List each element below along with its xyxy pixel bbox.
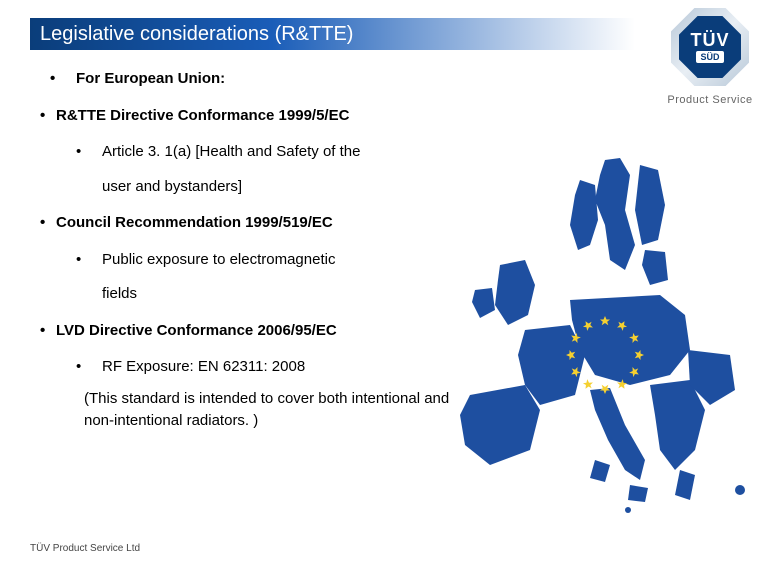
logo-service-text: Product Service	[660, 94, 760, 106]
bullet-lvd: LVD Directive Conformance 2006/95/EC	[40, 317, 460, 346]
logo-main-text: TÜV	[691, 31, 730, 49]
logo-badge: TÜV SÜD	[671, 8, 749, 86]
slide-title-bar: Legislative considerations (R&TTE)	[30, 18, 635, 50]
bullet-lvd-sub: RF Exposure: EN 62311: 2008	[40, 353, 460, 382]
tuv-sud-logo: TÜV SÜD Product Service	[660, 8, 760, 106]
footer-text: TÜV Product Service Ltd	[30, 543, 140, 554]
bullet-lvd-paren: (This standard is intended to cover both…	[40, 388, 460, 433]
bullet-rtte-sub-cont: user and bystanders]	[40, 173, 460, 202]
logo-octagon-inner: TÜV SÜD	[679, 16, 741, 78]
logo-octagon-outer: TÜV SÜD	[671, 8, 749, 86]
bullet-council-sub-cont: fields	[40, 280, 460, 309]
bullet-council-sub: Public exposure to electromagnetic	[40, 246, 460, 275]
bullet-rtte-sub: Article 3. 1(a) [Health and Safety of th…	[40, 138, 460, 167]
logo-sub-text: SÜD	[696, 51, 723, 63]
eu-map-svg	[430, 150, 760, 530]
eu-map-graphic	[430, 150, 760, 530]
slide-title: Legislative considerations (R&TTE)	[40, 23, 353, 46]
content-body: For European Union: R&TTE Directive Conf…	[40, 65, 460, 433]
bullet-rtte: R&TTE Directive Conformance 1999/5/EC	[40, 102, 460, 131]
bullet-council: Council Recommendation 1999/519/EC	[40, 209, 460, 238]
bullet-eu-heading: For European Union:	[40, 65, 460, 94]
